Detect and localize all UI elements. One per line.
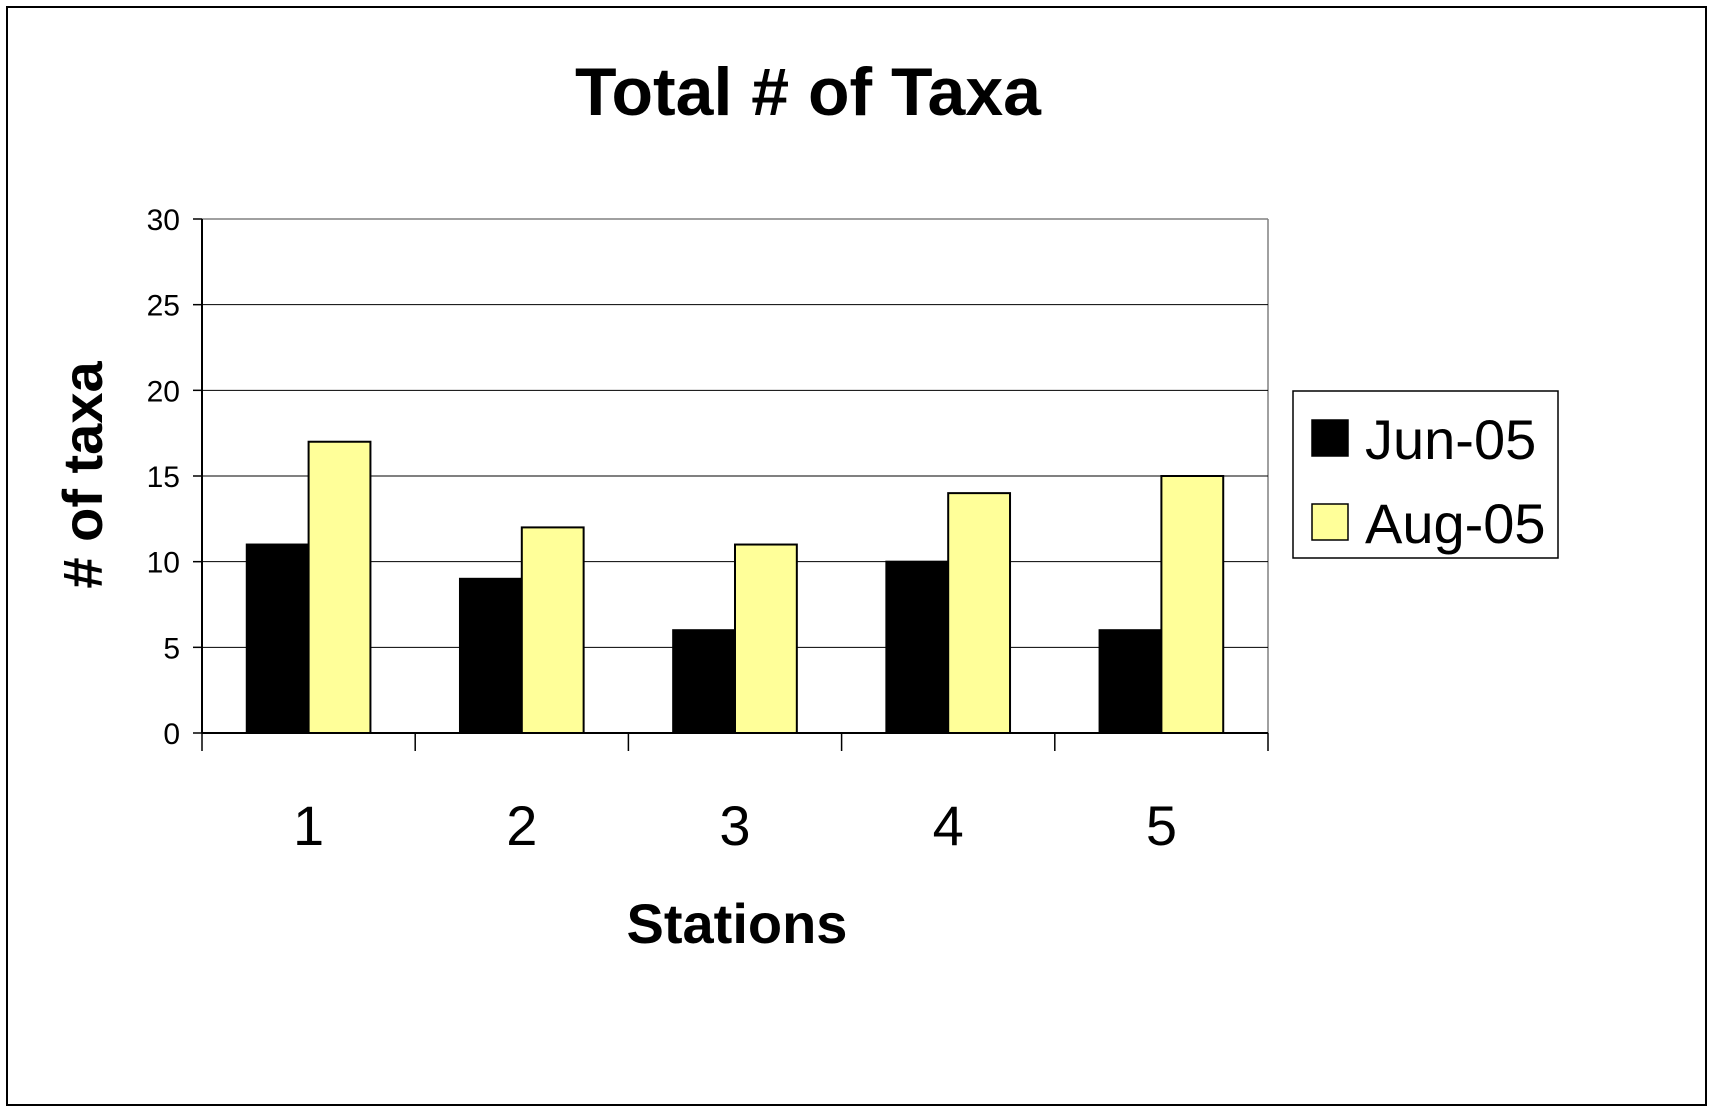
x-axis-title: Stations [627, 892, 848, 955]
x-tick-label-4: 4 [933, 794, 964, 857]
chart-title: Total # of Taxa [575, 54, 1042, 130]
y-tick-label-30: 30 [147, 204, 180, 237]
legend-label-jun-05: Jun-05 [1365, 408, 1536, 471]
tick-labels: 0 5 10 15 20 25 30 1 2 3 4 5 [147, 204, 1177, 857]
bar-jun-05-station-1 [245, 543, 310, 734]
bar-aug-05-station-4 [947, 492, 1012, 734]
x-tick-label-1: 1 [293, 794, 324, 857]
legend: Jun-05 Aug-05 [1292, 390, 1559, 559]
y-axis-title: # of taxa [51, 361, 114, 589]
y-tick-label-15: 15 [147, 461, 180, 494]
y-tick-label-5: 5 [163, 632, 180, 665]
bar-jun-05-station-5 [1098, 629, 1163, 735]
x-tick-label-3: 3 [719, 794, 750, 857]
bar-jun-05-station-2 [458, 577, 523, 734]
x-tick-label-5: 5 [1146, 794, 1177, 857]
axes [193, 218, 1269, 751]
bar-jun-05-station-4 [885, 560, 950, 735]
bar-aug-05-station-5 [1160, 475, 1225, 734]
bar-aug-05-station-3 [734, 543, 798, 734]
legend-swatch-aug-05 [1311, 503, 1349, 541]
legend-label-aug-05: Aug-05 [1365, 492, 1546, 555]
legend-swatch-jun-05 [1311, 419, 1349, 457]
bar-aug-05-station-2 [520, 526, 585, 735]
bar-aug-05-station-1 [307, 440, 372, 734]
y-tick-label-10: 10 [147, 547, 180, 580]
bar-jun-05-station-3 [672, 629, 736, 735]
y-tick-label-0: 0 [163, 718, 180, 751]
x-tick-label-2: 2 [506, 794, 537, 857]
y-tick-label-25: 25 [147, 290, 180, 323]
y-tick-label-20: 20 [147, 375, 180, 408]
bars [245, 440, 1225, 735]
gridlines [202, 218, 1269, 733]
